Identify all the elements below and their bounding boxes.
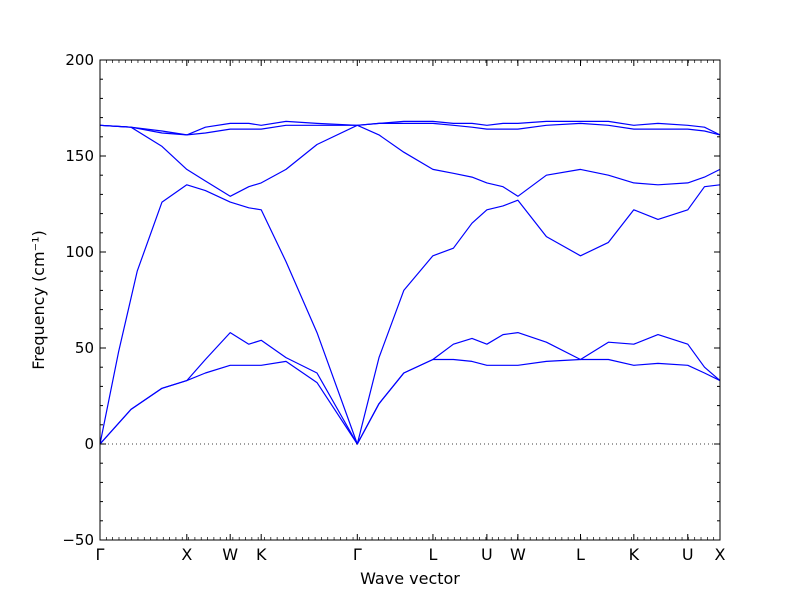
y-tick-label: 0 <box>84 435 94 453</box>
band-line-6 <box>99 120 721 136</box>
band-line-4 <box>99 124 721 197</box>
x-axis-label: Wave vector <box>360 569 460 588</box>
x-tick-label: L <box>576 545 585 564</box>
y-axis-ticks: −50 0 50 100 150 200 <box>62 51 720 549</box>
band-line-2 <box>99 332 721 445</box>
x-tick-label: X <box>181 545 192 564</box>
x-tick-label: L <box>428 545 437 564</box>
y-tick-label: 100 <box>65 243 94 261</box>
y-tick-label: 50 <box>75 339 94 357</box>
plot-lines <box>99 120 721 445</box>
x-tick-label: U <box>481 545 493 564</box>
band-line-3 <box>99 184 721 445</box>
x-tick-label: W <box>222 545 238 564</box>
x-tick-label: K <box>629 545 640 564</box>
x-tick-label: U <box>682 545 694 564</box>
x-tick-label: X <box>715 545 726 564</box>
y-axis-label: Frequency (cm⁻¹) <box>29 230 48 369</box>
y-tick-label: 150 <box>65 147 94 165</box>
x-tick-label: W <box>510 545 526 564</box>
band-line-1 <box>99 358 721 445</box>
x-tick-label: K <box>256 545 267 564</box>
x-tick-label: Γ <box>96 545 105 564</box>
y-tick-label: −50 <box>62 531 94 549</box>
x-tick-label: Γ <box>353 545 362 564</box>
band-line-5 <box>99 122 721 136</box>
y-tick-label: 200 <box>65 51 94 69</box>
